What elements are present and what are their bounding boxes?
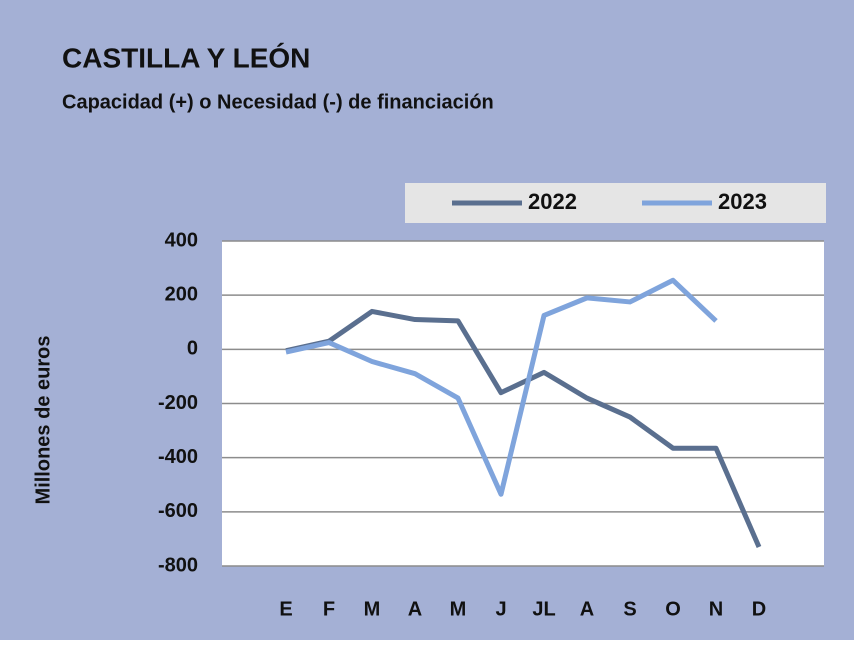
x-tick-label: O [665, 598, 681, 620]
y-tick-label: 400 [165, 229, 198, 251]
chart-title: CASTILLA Y LEÓN [62, 42, 310, 73]
y-tick-label: 200 [165, 283, 198, 305]
x-tick-label: A [408, 598, 422, 620]
y-tick-label: 0 [187, 338, 198, 360]
y-tick-label: -200 [158, 392, 198, 414]
x-tick-label: M [364, 598, 381, 620]
x-tick-label: J [495, 598, 506, 620]
x-tick-label: D [752, 598, 766, 620]
x-tick-label: N [709, 598, 723, 620]
x-tick-label: A [580, 598, 594, 620]
y-tick-label: -400 [158, 446, 198, 468]
x-tick-label: JL [532, 598, 555, 620]
y-tick-label: -800 [158, 554, 198, 576]
x-tick-label: F [323, 598, 335, 620]
x-tick-label: S [623, 598, 636, 620]
legend-label: 2022 [528, 189, 577, 214]
series-line [285, 277, 718, 497]
y-tick-label: -600 [158, 500, 198, 522]
series-line [285, 308, 762, 549]
legend-label: 2023 [718, 189, 767, 214]
y-axis-label: Millones de euros [32, 336, 54, 505]
x-tick-label: E [279, 598, 292, 620]
chart-subtitle: Capacidad (+) o Necesidad (-) de financi… [62, 91, 494, 113]
x-tick-label: M [450, 598, 467, 620]
